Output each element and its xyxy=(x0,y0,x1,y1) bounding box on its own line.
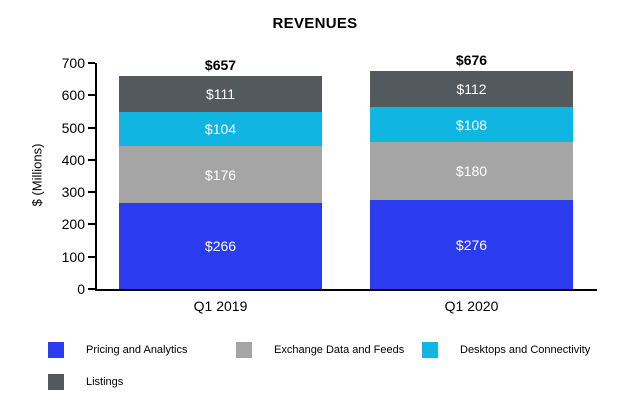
x-tick-label: Q1 2019 xyxy=(193,298,248,314)
y-tick-label: 700 xyxy=(61,55,85,71)
bar-total-label: $657 xyxy=(204,57,237,73)
bar-segment: $111 xyxy=(119,76,322,112)
y-tick-label: 0 xyxy=(77,281,85,297)
bar-total-label: $676 xyxy=(455,52,488,68)
legend-swatch xyxy=(422,342,438,358)
y-tick-mark xyxy=(88,191,95,193)
legend-item: Listings xyxy=(48,374,236,390)
y-tick-mark xyxy=(88,159,95,161)
legend: Pricing and Analytics Exchange Data and F… xyxy=(48,342,613,390)
chart-title: REVENUES xyxy=(272,15,358,32)
x-tick-label: Q1 2020 xyxy=(444,298,499,314)
bar-segment: $108 xyxy=(370,107,573,142)
legend-item: Exchange Data and Feeds xyxy=(236,342,422,358)
legend-label: Desktops and Connectivity xyxy=(460,344,591,356)
bar-segment: $112 xyxy=(370,71,573,107)
y-tick-label: 200 xyxy=(61,216,85,232)
legend-swatch xyxy=(48,342,64,358)
y-tick-mark xyxy=(88,288,95,290)
legend-item: Desktops and Connectivity xyxy=(422,342,592,358)
legend-swatch xyxy=(48,374,64,390)
y-tick-mark xyxy=(88,256,95,258)
y-tick-label: 400 xyxy=(61,152,85,168)
bar-segment: $104 xyxy=(119,112,322,146)
y-tick-label: 100 xyxy=(61,249,85,265)
bar-segment: $180 xyxy=(370,142,573,200)
stacked-bar: $676 $112 $108 $180 $276 xyxy=(370,52,573,289)
y-tick-label: 600 xyxy=(61,87,85,103)
y-tick-mark xyxy=(88,223,95,225)
y-tick-label: 500 xyxy=(61,120,85,136)
legend-item: Pricing and Analytics xyxy=(48,342,236,358)
y-tick-mark xyxy=(88,127,95,129)
stacked-bar: $657 $111 $104 $176 $266 xyxy=(119,57,322,289)
legend-label: Exchange Data and Feeds xyxy=(274,344,405,356)
y-tick-mark xyxy=(88,94,95,96)
bar-segment: $176 xyxy=(119,146,322,203)
bar-segment: $276 xyxy=(370,200,573,289)
plot-area: $657 $111 $104 $176 $266 $676 $112 $108 $180 $276 xyxy=(95,52,597,291)
legend-swatch xyxy=(236,342,252,358)
bar-segment: $266 xyxy=(119,203,322,289)
legend-label: Listings xyxy=(86,376,124,388)
legend-label: Pricing and Analytics xyxy=(86,344,188,356)
y-tick-label: 300 xyxy=(61,184,85,200)
y-tick-mark xyxy=(88,62,95,64)
